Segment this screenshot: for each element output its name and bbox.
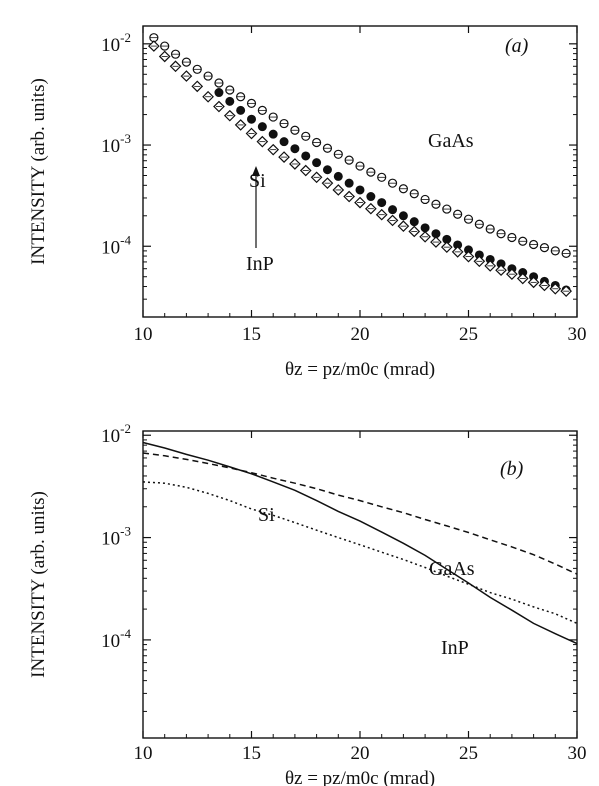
data-point <box>322 165 332 175</box>
x-tick-label: 10 <box>134 324 153 345</box>
x-tick-label: 10 <box>134 743 153 764</box>
x-tick-label: 20 <box>351 743 370 764</box>
data-point <box>236 105 246 115</box>
series-gaas <box>142 452 578 575</box>
panel-b: 10 15 20 25 30 10-2 10-3 10-4 θz = pz/m0c (mrad)… <box>28 421 587 786</box>
series-line <box>142 452 578 575</box>
x-tick-label: 25 <box>459 743 478 764</box>
annotation-si: Si <box>258 504 275 526</box>
annotation-inp: InP <box>246 253 274 275</box>
data-point <box>279 137 289 147</box>
x-tick-label: 15 <box>242 743 261 764</box>
x-tick-label: 20 <box>351 324 370 345</box>
y-tick-label: 10-2 <box>101 421 131 447</box>
data-point <box>366 192 376 202</box>
annotation-gaas: GaAs <box>428 130 474 152</box>
x-tick-label: 15 <box>242 324 261 345</box>
data-point <box>355 185 365 195</box>
data-point <box>214 88 224 98</box>
series-line <box>142 481 578 625</box>
y-tick-label: 10-4 <box>101 232 131 258</box>
panel-label: (b) <box>500 458 524 480</box>
series-si <box>148 40 572 298</box>
panel-label: (a) <box>505 35 529 57</box>
series-gaas <box>149 33 571 258</box>
data-point <box>257 122 267 132</box>
data-point <box>409 217 419 227</box>
annotation-gaas: GaAs <box>429 558 475 580</box>
y-tick-label: 10-4 <box>101 626 131 652</box>
annotation-inp: InP <box>441 637 469 659</box>
x-axis-label: θz = pz/m0c (mrad) <box>285 359 435 380</box>
data-point <box>268 129 278 139</box>
y-tick-label: 10-2 <box>101 30 131 56</box>
data-point <box>312 158 322 168</box>
data-point <box>333 171 343 181</box>
series-si <box>142 481 578 625</box>
data-point <box>398 211 408 221</box>
panel-a: 10 15 20 25 30 10-2 10-3 10-4 θz = pz/m0c (mrad)… <box>28 25 587 380</box>
x-tick-label: 30 <box>568 743 587 764</box>
y-axis-label: INTENSITY (arb. units) <box>28 491 49 678</box>
data-point <box>225 96 235 106</box>
data-point <box>290 144 300 154</box>
x-axis-label: θz = pz/m0c (mrad) <box>285 768 435 786</box>
y-axis-label: INTENSITY (arb. units) <box>28 78 49 265</box>
data-point <box>420 223 430 233</box>
data-point <box>301 151 311 161</box>
series-line <box>142 441 578 645</box>
x-tick-label: 25 <box>459 324 478 345</box>
y-tick-label: 10-3 <box>101 524 131 550</box>
data-point <box>388 205 398 215</box>
data-point <box>377 198 387 208</box>
x-tick-label: 30 <box>568 324 587 345</box>
arrow-head <box>252 166 260 176</box>
series-inp <box>214 88 571 295</box>
data-point <box>344 178 354 188</box>
series-inp <box>142 441 578 645</box>
data-point <box>247 114 256 124</box>
y-tick-label: 10-3 <box>101 131 131 157</box>
